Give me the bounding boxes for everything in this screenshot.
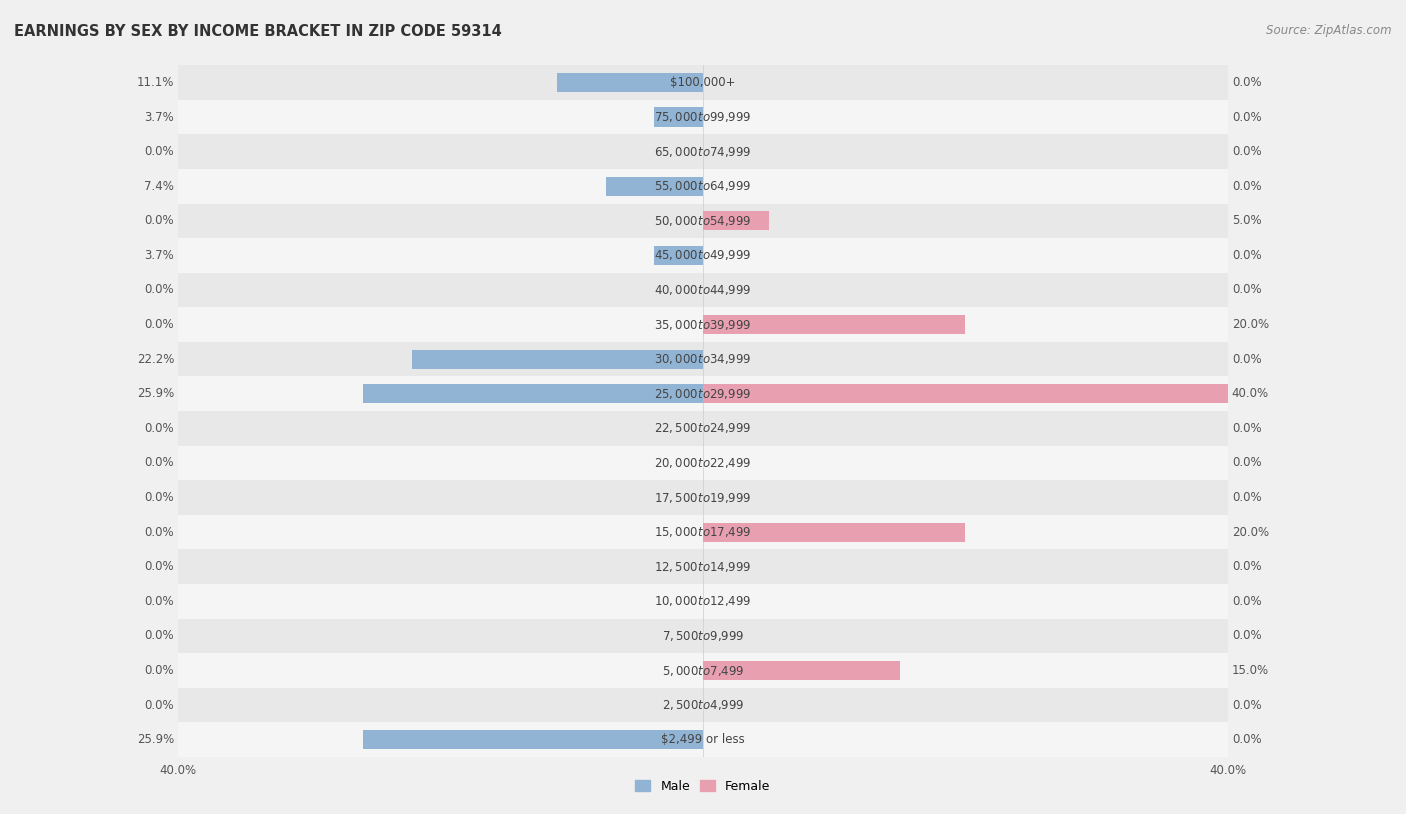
Text: $2,500 to $4,999: $2,500 to $4,999 — [662, 698, 744, 712]
Text: 0.0%: 0.0% — [1232, 595, 1261, 608]
Text: $40,000 to $44,999: $40,000 to $44,999 — [654, 283, 752, 297]
Text: $65,000 to $74,999: $65,000 to $74,999 — [654, 145, 752, 159]
Text: 0.0%: 0.0% — [145, 457, 174, 470]
Text: 22.2%: 22.2% — [136, 352, 174, 365]
Text: 0.0%: 0.0% — [1232, 422, 1261, 435]
Bar — [179, 376, 1227, 411]
Bar — [703, 212, 769, 230]
Text: $2,499 or less: $2,499 or less — [661, 733, 745, 746]
Text: Source: ZipAtlas.com: Source: ZipAtlas.com — [1267, 24, 1392, 37]
Text: $100,000+: $100,000+ — [671, 76, 735, 89]
Text: $50,000 to $54,999: $50,000 to $54,999 — [654, 214, 752, 228]
Text: $75,000 to $99,999: $75,000 to $99,999 — [654, 110, 752, 124]
Text: 20.0%: 20.0% — [1232, 318, 1270, 331]
Text: 0.0%: 0.0% — [1232, 457, 1261, 470]
Bar — [179, 584, 1227, 619]
Bar — [654, 107, 703, 126]
Text: 0.0%: 0.0% — [145, 214, 174, 227]
Text: $12,500 to $14,999: $12,500 to $14,999 — [654, 560, 752, 574]
Bar — [179, 273, 1227, 307]
Bar — [703, 315, 966, 334]
Text: $20,000 to $22,499: $20,000 to $22,499 — [654, 456, 752, 470]
Text: $22,500 to $24,999: $22,500 to $24,999 — [654, 422, 752, 435]
Bar — [179, 65, 1227, 99]
Text: $7,500 to $9,999: $7,500 to $9,999 — [662, 629, 744, 643]
Text: 15.0%: 15.0% — [1232, 664, 1270, 677]
Text: 25.9%: 25.9% — [136, 387, 174, 400]
Text: 0.0%: 0.0% — [1232, 76, 1261, 89]
Bar — [179, 723, 1227, 757]
Text: 0.0%: 0.0% — [145, 629, 174, 642]
Bar — [179, 688, 1227, 723]
Text: 3.7%: 3.7% — [145, 249, 174, 262]
Text: $45,000 to $49,999: $45,000 to $49,999 — [654, 248, 752, 262]
Bar — [703, 523, 966, 541]
Bar — [179, 99, 1227, 134]
Text: 0.0%: 0.0% — [145, 560, 174, 573]
Bar — [179, 446, 1227, 480]
Bar — [179, 411, 1227, 446]
Bar — [179, 653, 1227, 688]
Text: $17,500 to $19,999: $17,500 to $19,999 — [654, 491, 752, 505]
Bar — [654, 246, 703, 265]
Bar — [606, 177, 703, 195]
Text: 5.0%: 5.0% — [1232, 214, 1261, 227]
Text: $55,000 to $64,999: $55,000 to $64,999 — [654, 179, 752, 193]
Text: 0.0%: 0.0% — [1232, 352, 1261, 365]
Text: 0.0%: 0.0% — [1232, 145, 1261, 158]
Bar — [179, 307, 1227, 342]
Bar — [179, 619, 1227, 653]
Text: 0.0%: 0.0% — [145, 595, 174, 608]
Bar — [557, 73, 703, 92]
Text: 40.0%: 40.0% — [1232, 387, 1270, 400]
Text: $25,000 to $29,999: $25,000 to $29,999 — [654, 387, 752, 400]
Text: $10,000 to $12,499: $10,000 to $12,499 — [654, 594, 752, 608]
Text: 0.0%: 0.0% — [145, 145, 174, 158]
Legend: Male, Female: Male, Female — [630, 773, 776, 799]
Bar — [412, 350, 703, 369]
Text: 0.0%: 0.0% — [1232, 560, 1261, 573]
Bar — [179, 134, 1227, 169]
Text: 3.7%: 3.7% — [145, 111, 174, 124]
Bar — [703, 384, 1227, 403]
Text: 20.0%: 20.0% — [1232, 526, 1270, 539]
Text: 0.0%: 0.0% — [1232, 180, 1261, 193]
Text: 0.0%: 0.0% — [145, 283, 174, 296]
Text: $5,000 to $7,499: $5,000 to $7,499 — [662, 663, 744, 677]
Text: $35,000 to $39,999: $35,000 to $39,999 — [654, 317, 752, 331]
Text: 0.0%: 0.0% — [145, 526, 174, 539]
Text: 0.0%: 0.0% — [145, 664, 174, 677]
Text: 0.0%: 0.0% — [145, 318, 174, 331]
Text: 0.0%: 0.0% — [1232, 698, 1261, 711]
Text: 25.9%: 25.9% — [136, 733, 174, 746]
Text: 0.0%: 0.0% — [145, 491, 174, 504]
Bar — [363, 384, 703, 403]
Bar — [179, 480, 1227, 515]
Text: 0.0%: 0.0% — [1232, 491, 1261, 504]
Bar — [179, 169, 1227, 204]
Bar — [179, 549, 1227, 584]
Text: 0.0%: 0.0% — [1232, 629, 1261, 642]
Text: $15,000 to $17,499: $15,000 to $17,499 — [654, 525, 752, 539]
Text: EARNINGS BY SEX BY INCOME BRACKET IN ZIP CODE 59314: EARNINGS BY SEX BY INCOME BRACKET IN ZIP… — [14, 24, 502, 39]
Bar — [363, 730, 703, 749]
Bar — [703, 661, 900, 680]
Bar — [179, 238, 1227, 273]
Text: 0.0%: 0.0% — [1232, 111, 1261, 124]
Bar — [179, 514, 1227, 549]
Text: 7.4%: 7.4% — [145, 180, 174, 193]
Bar — [179, 204, 1227, 238]
Bar — [179, 342, 1227, 376]
Text: $30,000 to $34,999: $30,000 to $34,999 — [654, 352, 752, 366]
Text: 11.1%: 11.1% — [136, 76, 174, 89]
Text: 0.0%: 0.0% — [145, 698, 174, 711]
Text: 0.0%: 0.0% — [145, 422, 174, 435]
Text: 0.0%: 0.0% — [1232, 249, 1261, 262]
Text: 0.0%: 0.0% — [1232, 733, 1261, 746]
Text: 0.0%: 0.0% — [1232, 283, 1261, 296]
